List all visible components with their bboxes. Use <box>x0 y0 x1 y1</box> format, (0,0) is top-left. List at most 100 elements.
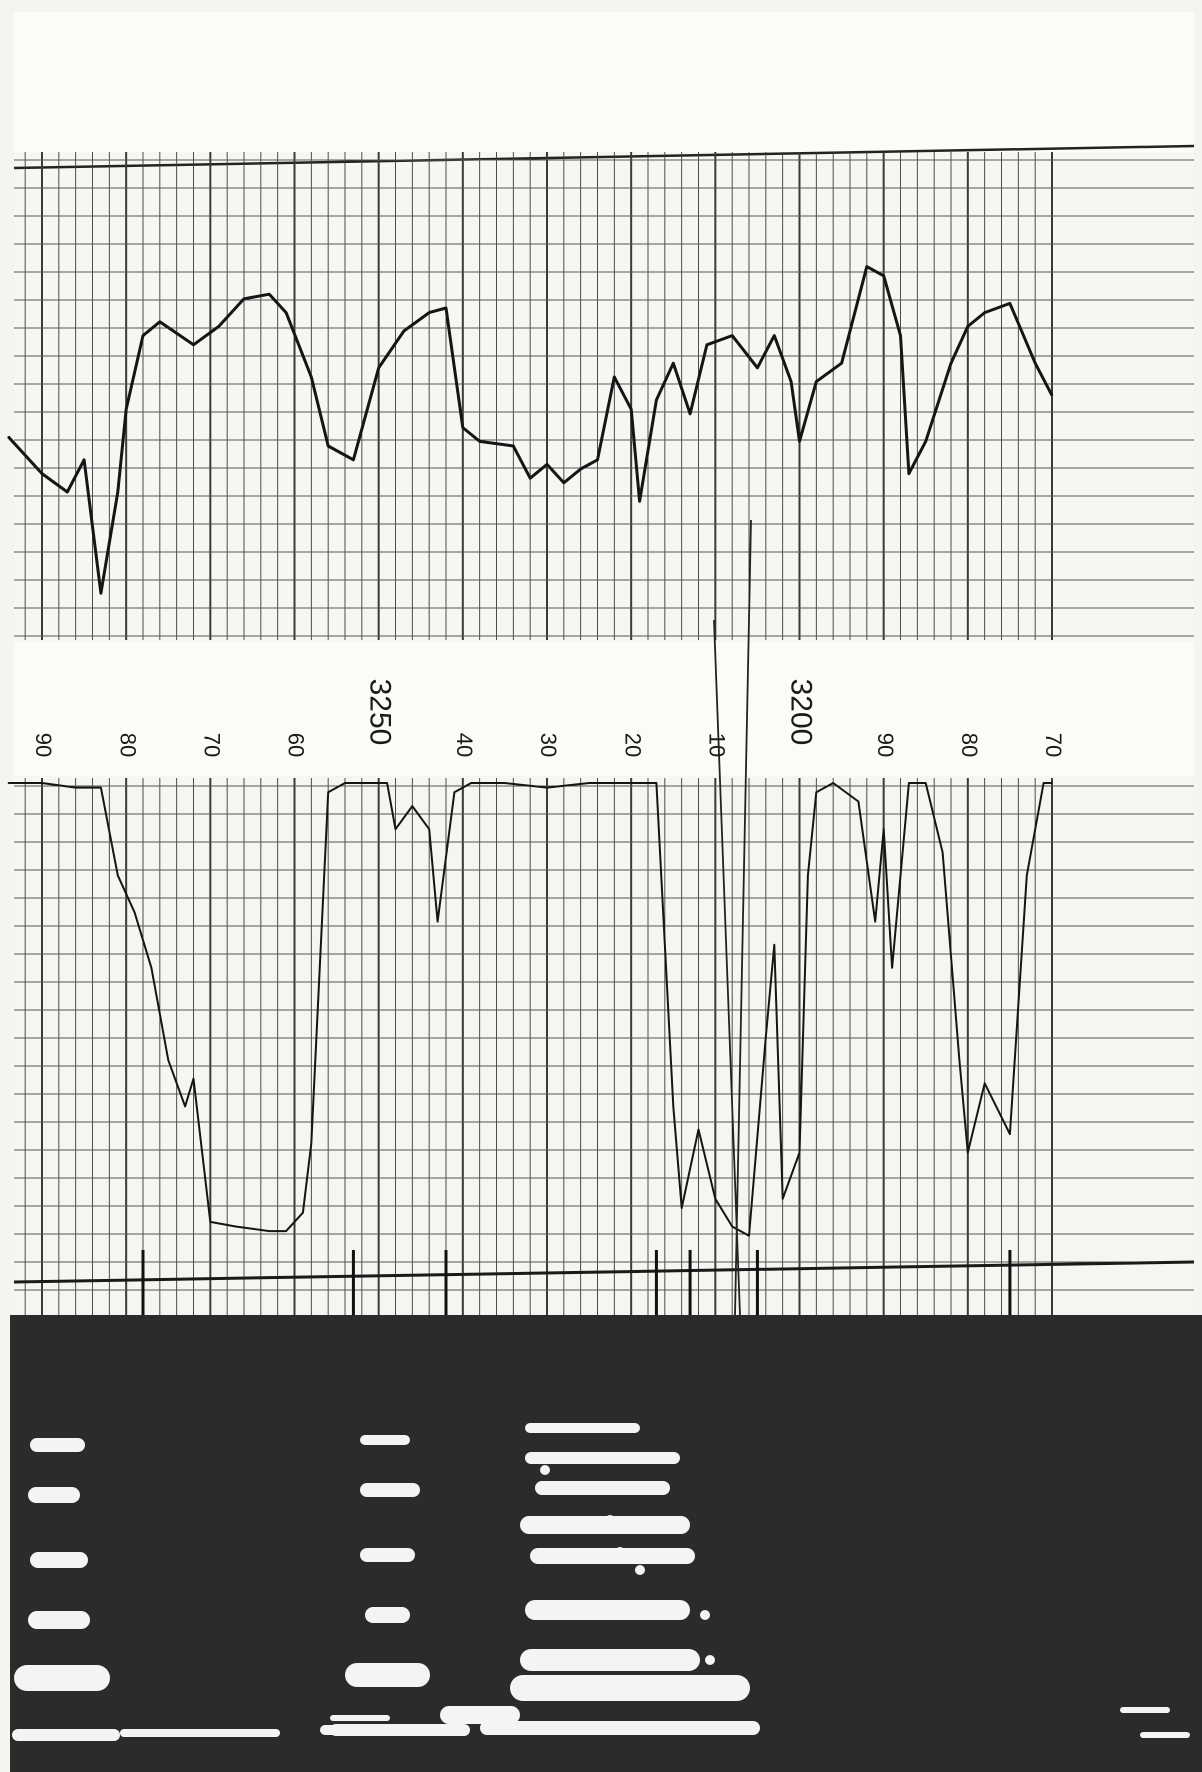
lower-trace-point <box>925 782 927 784</box>
spectrogram-band <box>30 1438 85 1452</box>
lower-trace-point <box>655 782 658 784</box>
upper-trace-point <box>908 472 910 475</box>
spectrogram-band <box>345 1663 430 1687</box>
lower-trace-point <box>546 786 548 789</box>
spectrogram-band <box>360 1435 410 1445</box>
upper-grid <box>14 152 1194 640</box>
upper-trace-point <box>731 334 733 337</box>
lower-trace-point <box>209 1221 212 1223</box>
lower-trace-point <box>133 911 136 914</box>
lower-trace-point <box>832 782 834 784</box>
spectrogram-band <box>520 1649 700 1671</box>
upper-trace-point <box>100 592 102 594</box>
upper-trace-point <box>924 440 927 443</box>
reference-line-right <box>734 519 752 1316</box>
lower-trace-point <box>672 1105 674 1108</box>
lower-trace-point <box>588 782 590 784</box>
lower-trace-point <box>807 874 809 877</box>
frequency-scale-strip: 90 80 70 60 3250 40 30 20 10 3200 90 80 70 <box>14 642 1194 776</box>
lower-trace-point <box>7 782 10 784</box>
upper-trace-point <box>327 445 329 447</box>
upper-trace-point <box>899 334 902 337</box>
scale-tick-label: 70 <box>200 733 225 757</box>
lower-chart-background <box>14 776 1194 1320</box>
scale-tick-label: 90 <box>873 733 898 757</box>
upper-trace-point <box>7 436 10 438</box>
spectrogram-band <box>480 1721 760 1735</box>
lower-trace-point <box>967 1151 969 1154</box>
lower-trace-point <box>394 828 397 830</box>
lower-trace-point <box>680 1207 683 1209</box>
lower-trace-point <box>150 967 153 969</box>
spectrogram-speck <box>550 1521 560 1531</box>
spectrogram-speck <box>605 1515 615 1525</box>
spectrogram-speck <box>615 1547 625 1557</box>
upper-trace-point <box>41 472 43 475</box>
lower-trace-point <box>428 828 430 830</box>
upper-trace-point <box>689 413 691 415</box>
lower-trace-point <box>1026 874 1028 877</box>
lower-trace-point <box>386 782 388 784</box>
lower-trace-point <box>234 1225 237 1228</box>
upper-trace-point <box>756 367 759 369</box>
lower-trace-point <box>765 1036 767 1038</box>
spectrogram-band <box>28 1487 80 1503</box>
upper-trace-point <box>478 440 481 443</box>
spectrogram-background <box>10 1315 1202 1772</box>
scale-tick-label: 60 <box>284 733 309 757</box>
lower-trace-point <box>748 1235 750 1237</box>
lower-trace-point <box>638 782 641 784</box>
upper-trace-point <box>243 298 245 300</box>
spectrogram-band <box>525 1600 690 1620</box>
lower-trace-point <box>773 944 775 946</box>
upper-trace-point <box>403 330 405 332</box>
spectrogram-band <box>520 1516 690 1534</box>
upper-trace-point <box>142 334 144 337</box>
upper-trace-point <box>445 307 447 309</box>
upper-trace-point <box>840 362 843 365</box>
upper-trace-point <box>116 491 119 493</box>
lower-trace-point <box>1042 782 1045 784</box>
lower-trace-point <box>857 800 860 803</box>
lower-trace-point <box>192 1077 195 1080</box>
upper-trace-point <box>462 426 464 429</box>
scale-strip-background <box>14 642 1194 776</box>
lower-trace-point <box>983 1082 986 1085</box>
spectrogram-band <box>1120 1707 1170 1713</box>
lower-grid <box>14 778 1194 1318</box>
upper-trace-point <box>773 334 776 337</box>
spectrogram-band <box>330 1715 390 1721</box>
spectrogram-band <box>440 1706 520 1724</box>
spectrogram-band <box>14 1665 110 1691</box>
scale-tick-label: 80 <box>115 733 140 757</box>
upper-trace-point <box>192 344 195 346</box>
upper-trace-point <box>672 362 675 365</box>
spectrogram-band <box>1140 1732 1190 1738</box>
spectrogram-band <box>120 1729 280 1737</box>
spectrogram-speck <box>705 1655 715 1665</box>
spectrogram-band <box>530 1548 695 1564</box>
lower-baseline <box>13 1260 1195 1284</box>
lower-trace-point <box>436 920 439 923</box>
upper-trace-point <box>798 440 801 443</box>
upper-trace-point <box>529 477 531 480</box>
upper-trace-point <box>638 500 641 503</box>
lower-trace-point <box>344 782 346 784</box>
lower-trace-point <box>411 805 414 807</box>
upper-trace-point <box>983 311 986 314</box>
lower-trace-point <box>731 1225 733 1228</box>
scale-major-label: 3200 <box>785 679 818 746</box>
lower-trace-point <box>268 1230 270 1232</box>
upper-trace-point <box>159 321 161 323</box>
lower-trace-point <box>613 782 616 784</box>
upper-trace-point <box>613 376 616 378</box>
upper-trace-line <box>7 265 1054 595</box>
reference-line-left <box>713 619 741 1316</box>
upper-trace-point <box>655 399 658 401</box>
lower-trace-point <box>815 791 818 793</box>
spectrogram-band <box>365 1607 410 1623</box>
lower-trace-point <box>781 1198 784 1200</box>
spectrogram-band <box>535 1481 670 1495</box>
upper-trace-point <box>579 468 582 470</box>
lower-trace-point <box>714 1198 717 1200</box>
